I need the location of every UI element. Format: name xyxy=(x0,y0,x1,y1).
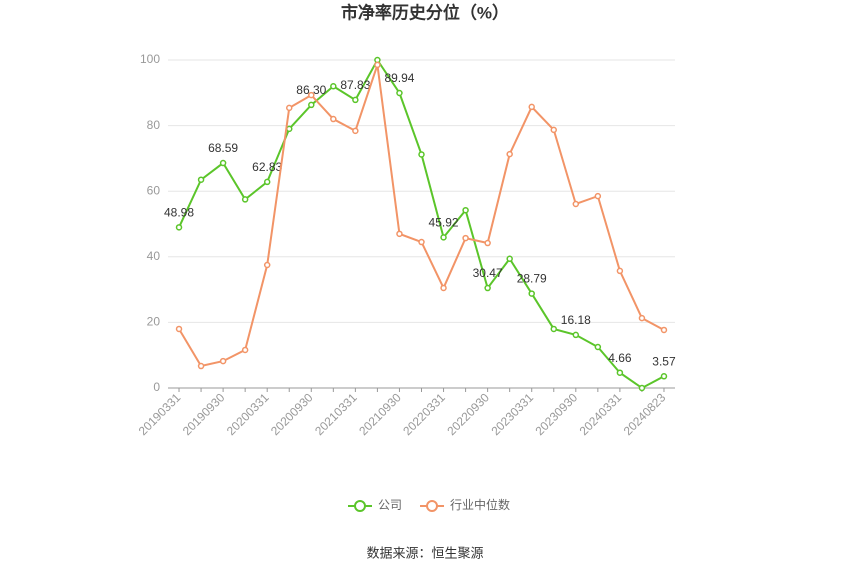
y-tick-label: 0 xyxy=(153,380,160,394)
data-label: 16.18 xyxy=(561,313,591,327)
point xyxy=(594,192,602,200)
point xyxy=(550,325,558,333)
point xyxy=(263,178,271,186)
x-tick-label: 20220331 xyxy=(400,390,448,438)
y-tick-label: 40 xyxy=(147,249,161,263)
data-label: 28.79 xyxy=(517,272,547,286)
point xyxy=(660,326,668,334)
point xyxy=(352,96,359,104)
x-tick-label: 20230331 xyxy=(488,390,536,438)
x-tick-label: 20240331 xyxy=(577,390,625,438)
x-tick-label: 20220930 xyxy=(444,390,492,438)
point xyxy=(440,284,447,292)
point xyxy=(396,89,403,97)
x-tick-label: 20230930 xyxy=(533,390,581,438)
point xyxy=(440,234,447,241)
point xyxy=(308,91,315,99)
legend-label: 公司 xyxy=(378,498,402,512)
point xyxy=(330,82,337,90)
point xyxy=(638,314,646,322)
point xyxy=(197,176,205,183)
data-label: 3.57 xyxy=(652,354,676,368)
point xyxy=(572,331,580,339)
data-label: 87.83 xyxy=(340,78,370,92)
point xyxy=(550,126,558,134)
point xyxy=(418,151,425,158)
y-tick-label: 80 xyxy=(147,118,161,132)
point xyxy=(528,103,535,111)
point xyxy=(528,290,535,297)
point xyxy=(506,255,513,263)
y-tick-label: 60 xyxy=(147,183,161,197)
legend-label: 行业中位数 xyxy=(450,497,510,512)
point xyxy=(285,104,293,112)
x-tick-label: 20200331 xyxy=(224,390,272,438)
point xyxy=(418,238,425,246)
data-label: 48.98 xyxy=(164,206,194,220)
series-line xyxy=(178,58,665,390)
data-label: 86.30 xyxy=(296,83,326,97)
legend-marker xyxy=(354,500,366,512)
point xyxy=(241,196,249,203)
point xyxy=(616,267,624,275)
point xyxy=(352,127,359,135)
x-tick-label: 20210331 xyxy=(312,390,360,438)
point xyxy=(660,373,668,380)
point xyxy=(330,115,337,123)
x-tick-label: 20190331 xyxy=(136,390,184,438)
point xyxy=(263,261,271,269)
source: 数据来源：恒生聚源 xyxy=(366,545,483,560)
x-tick-label: 20190930 xyxy=(180,390,228,438)
point xyxy=(219,357,227,365)
x-tick-label: 20210930 xyxy=(356,390,404,438)
data-label: 45.92 xyxy=(429,216,459,230)
chart-title: 市净率历史分位（%） xyxy=(341,2,509,22)
point xyxy=(241,346,249,354)
y-tick-label: 20 xyxy=(147,315,161,329)
point xyxy=(462,206,469,214)
y-tick-label: 100 xyxy=(140,52,160,66)
x-tick-label: 20240823 xyxy=(621,390,669,438)
point xyxy=(175,224,183,231)
data-label: 62.83 xyxy=(252,160,282,174)
series-line xyxy=(178,64,665,368)
point xyxy=(638,384,646,392)
legend-marker xyxy=(426,500,439,512)
point xyxy=(197,362,205,370)
data-label: 4.66 xyxy=(608,351,632,365)
point xyxy=(506,150,513,158)
point xyxy=(462,234,469,242)
point xyxy=(374,61,381,69)
point xyxy=(616,369,624,376)
point xyxy=(484,239,491,247)
point xyxy=(175,325,183,333)
point xyxy=(572,200,580,208)
point xyxy=(396,230,403,238)
point xyxy=(594,343,602,351)
x-tick-label: 20200930 xyxy=(268,390,316,438)
data-label: 68.59 xyxy=(208,141,238,155)
point xyxy=(219,159,227,167)
point xyxy=(308,101,315,109)
point xyxy=(484,284,491,292)
data-label: 30.47 xyxy=(473,266,503,280)
data-label: 89.94 xyxy=(384,71,414,85)
